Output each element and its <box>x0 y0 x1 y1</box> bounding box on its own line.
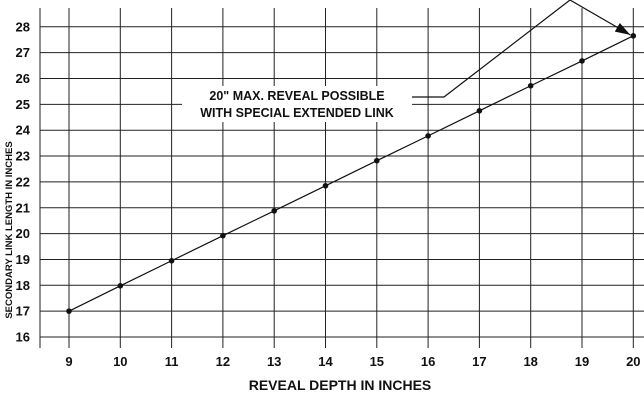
series-line <box>68 35 634 312</box>
y-axis-title: SECONDARY LINK LENGTH IN INCHES <box>4 141 15 318</box>
data-point <box>117 283 124 289</box>
y-tick-label: 27 <box>16 45 30 60</box>
y-tick-label: 28 <box>16 19 30 34</box>
y-tick-label: 16 <box>16 330 30 345</box>
x-tick-label: 15 <box>370 354 384 369</box>
y-tick-label: 26 <box>16 71 30 86</box>
y-tick-label: 21 <box>16 200 30 215</box>
series <box>66 33 637 314</box>
x-tick-label: 17 <box>472 354 486 369</box>
annotation-box <box>182 86 412 122</box>
annotation-arrowhead <box>614 23 631 35</box>
y-tick-label: 19 <box>16 252 30 267</box>
data-point <box>66 308 72 314</box>
data-point <box>322 182 329 189</box>
data-point <box>220 232 226 239</box>
y-tick-label: 25 <box>16 97 30 112</box>
x-tick-label: 11 <box>165 354 179 369</box>
data-point <box>271 208 278 214</box>
annotation-leader <box>412 0 631 98</box>
y-tick-label: 24 <box>16 123 31 138</box>
x-tick-label: 20 <box>626 354 640 369</box>
annotation-line-1: 20" MAX. REVEAL POSSIBLE <box>209 89 384 103</box>
y-tick-label: 22 <box>16 174 30 189</box>
x-tick-label: 13 <box>267 354 281 369</box>
annotation: 20" MAX. REVEAL POSSIBLE WITH SPECIAL EX… <box>182 0 631 122</box>
y-tick-label: 20 <box>16 226 30 241</box>
x-tick-label: 18 <box>523 354 537 369</box>
x-axis-title: REVEAL DEPTH IN INCHES <box>249 377 432 393</box>
data-point <box>374 157 380 164</box>
x-tick-label: 10 <box>113 354 127 369</box>
y-tick-label: 17 <box>16 304 30 319</box>
y-tick-label: 18 <box>16 278 30 293</box>
data-point <box>476 108 483 114</box>
x-tick-label: 14 <box>318 354 333 369</box>
x-tick-label: 9 <box>65 354 72 369</box>
tick-labels: 16 17 18 19 20 21 22 23 24 25 26 27 28 9 10 11 12 13 14 15 1… <box>16 19 641 369</box>
y-tick-label: 23 <box>16 149 30 164</box>
annotation-line-2: WITH SPECIAL EXTENDED LINK <box>200 106 394 120</box>
data-point <box>425 133 431 139</box>
x-tick-label: 12 <box>216 354 230 369</box>
data-point <box>579 58 585 64</box>
data-point <box>630 33 637 39</box>
data-point <box>527 82 534 89</box>
grid <box>39 8 644 348</box>
x-tick-label: 19 <box>575 354 589 369</box>
x-tick-label: 16 <box>421 354 435 369</box>
data-point <box>168 257 175 264</box>
